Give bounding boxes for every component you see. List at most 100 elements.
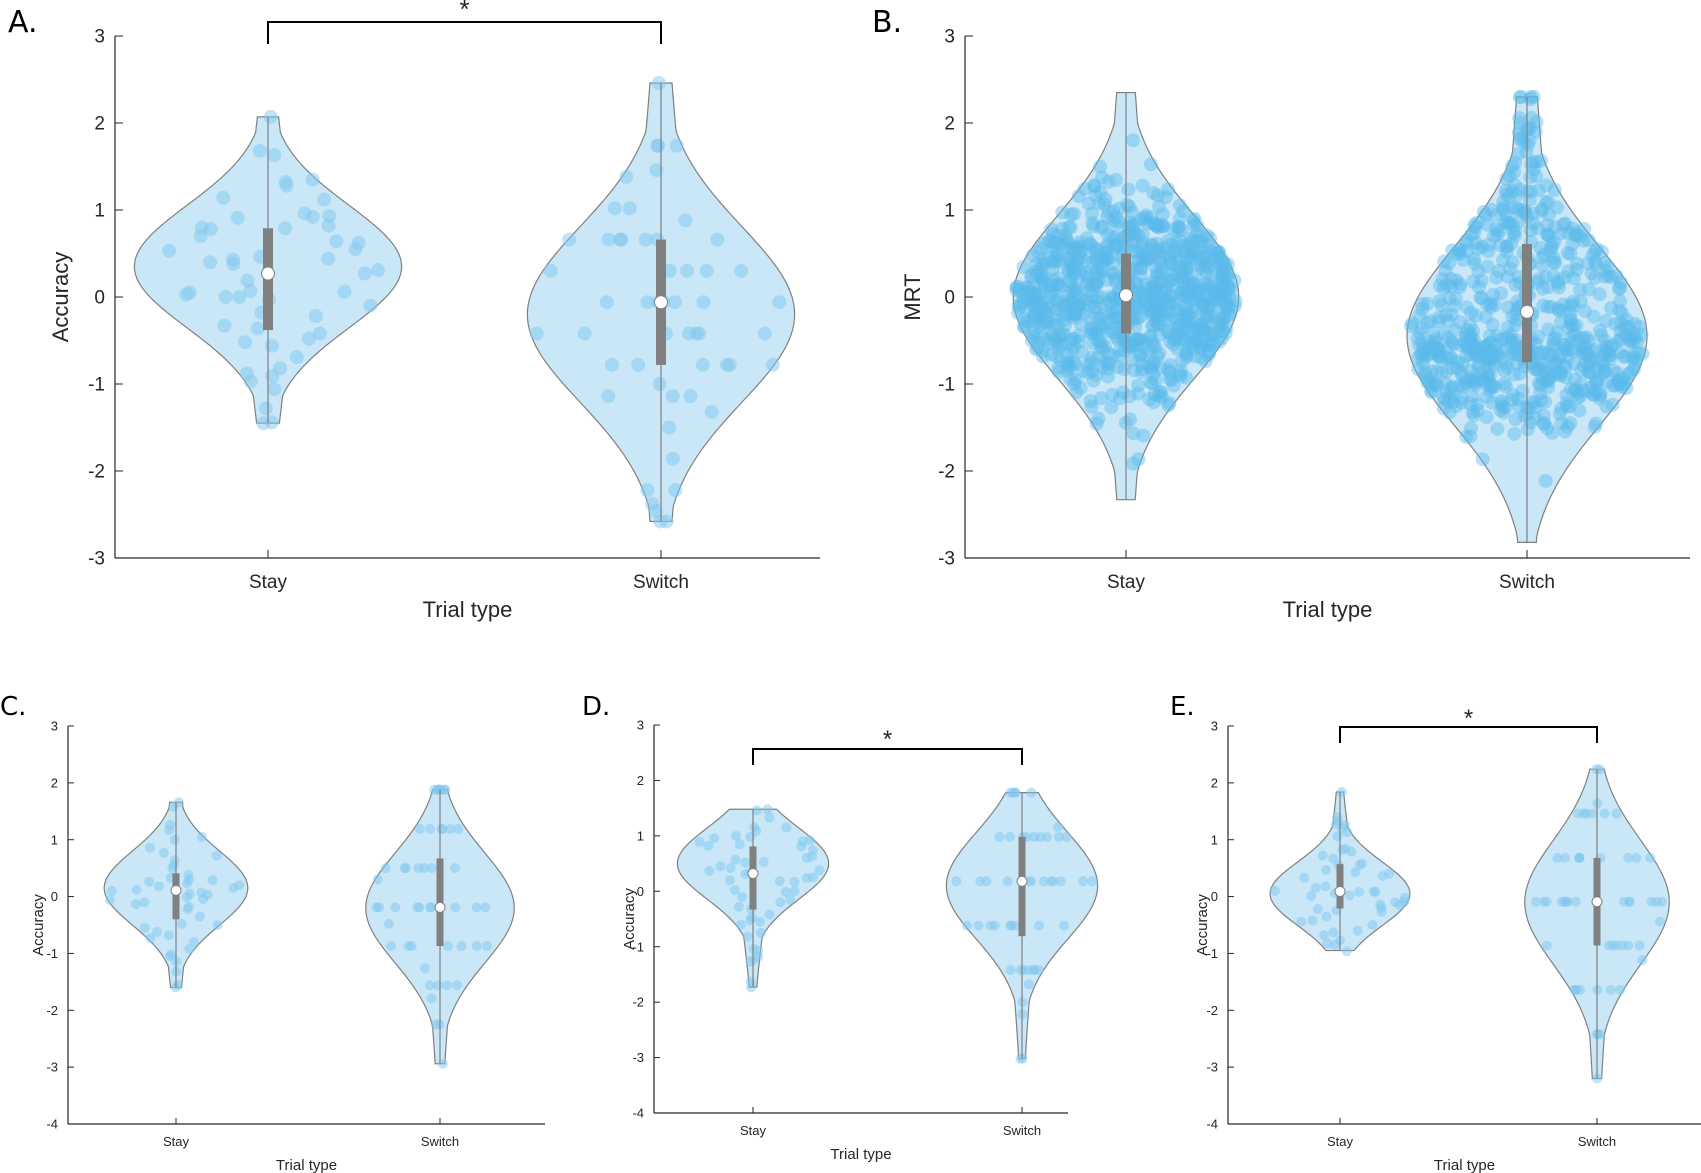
data-point: [1583, 351, 1598, 366]
data-point: [1068, 307, 1083, 322]
data-point: [1135, 236, 1150, 251]
data-point: [1531, 183, 1546, 198]
data-point: [1066, 261, 1081, 276]
data-point: [1088, 188, 1103, 203]
data-point: [1132, 284, 1147, 299]
data-point: [1467, 370, 1482, 385]
x-axis-title: Trial type: [423, 597, 513, 622]
data-point: [1542, 370, 1557, 385]
data-point: [1548, 364, 1563, 379]
data-point: [163, 825, 174, 836]
data-point: [1321, 911, 1332, 922]
data-point: [1442, 256, 1457, 271]
data-point: [1575, 345, 1590, 360]
data-point: [1080, 268, 1095, 283]
data-point: [1125, 338, 1140, 353]
data-point: [1206, 268, 1221, 283]
data-point: [1026, 289, 1041, 304]
data-point: [162, 243, 177, 258]
data-point: [1394, 900, 1405, 911]
y-tick-label: 1: [944, 201, 955, 222]
data-point: [1548, 331, 1563, 346]
data-point: [543, 263, 558, 278]
data-point: [1092, 334, 1107, 349]
data-point: [1454, 390, 1469, 405]
data-point: [1453, 242, 1468, 257]
data-point: [1098, 192, 1113, 207]
data-point: [1460, 341, 1475, 356]
data-point: [1146, 289, 1161, 304]
data-point: [1044, 278, 1059, 293]
data-point: [1463, 429, 1478, 444]
data-point: [1487, 379, 1502, 394]
data-point: [305, 172, 320, 187]
data-point: [1052, 252, 1067, 267]
data-point: [1105, 387, 1120, 402]
data-point: [184, 943, 195, 954]
data-point: [1199, 275, 1214, 290]
y-tick-label: 2: [94, 114, 105, 135]
data-point: [1436, 327, 1451, 342]
data-point: [1580, 384, 1595, 399]
data-point: [1112, 391, 1127, 406]
data-point: [680, 263, 695, 278]
data-point: [1221, 308, 1236, 323]
data-point: [1486, 287, 1501, 302]
data-point: [1453, 315, 1468, 330]
panel-letter: A.: [8, 5, 38, 40]
data-point: [1646, 896, 1657, 907]
data-point: [1551, 366, 1566, 381]
data-point: [1030, 268, 1045, 283]
data-point: [163, 930, 174, 941]
data-point: [1067, 283, 1082, 298]
data-point: [131, 884, 142, 895]
data-point: [216, 190, 231, 205]
y-tick-label: -1: [46, 946, 58, 961]
data-point: [263, 109, 278, 124]
data-point: [1574, 363, 1589, 378]
data-point: [1108, 231, 1123, 246]
data-point: [1482, 354, 1497, 369]
data-point: [1132, 349, 1147, 364]
data-point: [1110, 239, 1125, 254]
data-point: [1576, 346, 1591, 361]
data-point: [1506, 345, 1521, 360]
data-point: [1424, 378, 1439, 393]
data-point: [1603, 347, 1618, 362]
data-point: [1507, 224, 1522, 239]
data-point: [1441, 340, 1456, 355]
data-point: [1047, 235, 1062, 250]
median-marker: [654, 295, 668, 310]
data-point: [1218, 288, 1233, 303]
data-point: [1071, 239, 1086, 254]
data-point: [1129, 245, 1144, 260]
data-point: [1537, 247, 1552, 262]
data-point: [1589, 384, 1604, 399]
data-point: [442, 980, 453, 991]
data-point: [1170, 341, 1185, 356]
data-point: [1467, 217, 1482, 232]
data-point: [1212, 256, 1227, 271]
data-point: [1474, 371, 1489, 386]
data-point: [1161, 398, 1176, 413]
data-point: [1021, 280, 1036, 295]
data-point: [1544, 240, 1559, 255]
data-point: [755, 916, 766, 927]
data-point: [1156, 290, 1171, 305]
data-point: [1219, 280, 1234, 295]
data-point: [764, 909, 775, 920]
data-point: [1169, 312, 1184, 327]
data-point: [1474, 291, 1489, 306]
data-point: [1046, 318, 1061, 333]
data-point: [1454, 365, 1469, 380]
data-point: [1502, 215, 1517, 230]
data-point: [1599, 313, 1614, 328]
data-point: [1087, 278, 1102, 293]
data-point: [780, 886, 791, 897]
data-point: [1534, 201, 1549, 216]
data-point: [1600, 345, 1615, 360]
data-point: [1093, 317, 1108, 332]
data-point: [1448, 291, 1463, 306]
data-point: [442, 941, 453, 952]
data-point: [1141, 251, 1156, 266]
